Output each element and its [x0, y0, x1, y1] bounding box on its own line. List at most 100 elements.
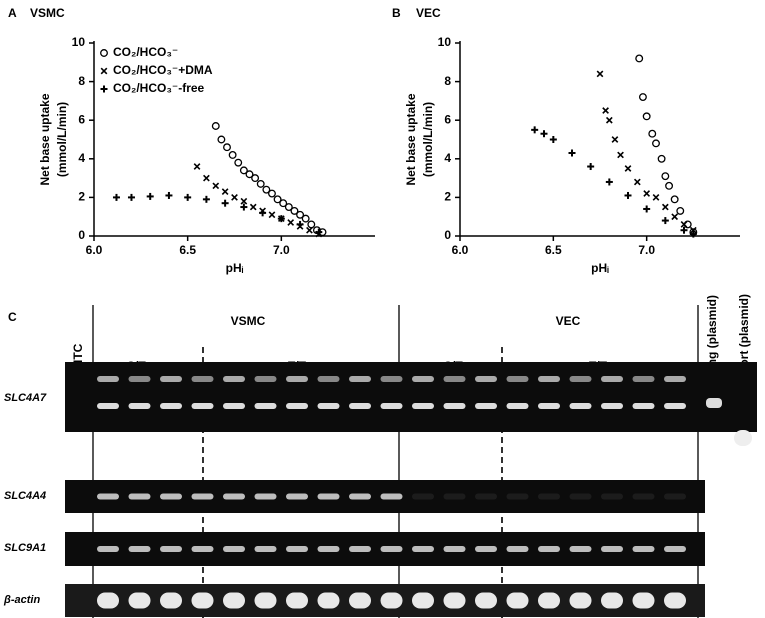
data-point [127, 193, 135, 201]
marker-circle [268, 189, 276, 198]
gel-band [254, 546, 277, 552]
y-tick-label: 4 [78, 151, 85, 165]
marker-circle [279, 199, 288, 208]
data-point [277, 215, 285, 223]
y-tick-label: 4 [444, 151, 451, 165]
gel-band [569, 493, 592, 500]
gel-band [664, 403, 686, 409]
marker-circle [228, 150, 237, 159]
data-point [652, 194, 660, 201]
marker-x [624, 165, 632, 172]
data-point [605, 116, 613, 124]
y-tick-label: 8 [444, 74, 451, 88]
marker-circle [100, 49, 108, 57]
gel-band [380, 376, 403, 382]
data-point [240, 197, 248, 205]
data-point [296, 210, 305, 219]
marker-circle [217, 135, 226, 144]
gel-band [538, 493, 560, 500]
gel-band [506, 592, 529, 609]
marker-x [249, 203, 257, 211]
gel-band [191, 403, 214, 409]
gel-band [664, 592, 686, 609]
gel-band [475, 592, 497, 609]
gene-label: β-actin [3, 594, 40, 606]
gel-band [160, 493, 182, 500]
gel-band [286, 376, 308, 382]
gel-band [569, 403, 592, 409]
data-point [296, 220, 304, 228]
data-point [279, 199, 288, 208]
gel-band [632, 546, 655, 552]
data-point [256, 179, 265, 188]
legend-marker [100, 67, 108, 75]
group-label: VEC [556, 314, 581, 328]
y-axis-label: (mmol/L/min) [421, 102, 435, 177]
gel-band [160, 546, 182, 552]
y-tick-label: 2 [78, 190, 85, 204]
gel-band [632, 493, 655, 500]
gel-band [286, 592, 308, 609]
data-point [315, 228, 323, 236]
marker-circle [239, 166, 248, 175]
x-tick-label: 6.0 [86, 243, 103, 257]
gel-band [191, 376, 214, 382]
marker-circle [676, 206, 685, 215]
legend-marker [100, 49, 108, 57]
gel-band [223, 403, 245, 409]
marker-x [231, 194, 238, 201]
data-point [661, 172, 670, 181]
gel-band [475, 493, 497, 500]
gel-band [664, 376, 686, 382]
marker-circle [251, 174, 260, 183]
data-point [638, 93, 647, 101]
gel-band [506, 546, 529, 552]
y-tick-label: 2 [444, 190, 451, 204]
y-axis-label: (mmol/L/min) [55, 102, 69, 177]
marker-x [671, 213, 679, 221]
data-point [259, 209, 267, 217]
panel-label: B [392, 6, 401, 20]
gel-band [97, 493, 119, 500]
gene-label: SLC9A1 [4, 542, 46, 554]
gel-band [475, 376, 497, 382]
marker-x [680, 221, 688, 228]
gel-band [380, 546, 403, 552]
data-point [211, 122, 220, 130]
data-point [240, 203, 248, 211]
marker-circle [262, 185, 271, 194]
gel-band [412, 592, 434, 609]
data-point [624, 165, 632, 172]
data-point [251, 174, 260, 183]
data-point [652, 139, 660, 148]
gene-label: SLC4A4 [4, 490, 46, 502]
gel-band [97, 546, 119, 552]
group-label: VSMC [231, 314, 266, 328]
data-point [184, 193, 192, 201]
data-point [540, 130, 548, 138]
data-point [165, 191, 173, 199]
marker-circle [652, 139, 660, 148]
legend-label: CO₂/HCO₃⁻ [113, 45, 178, 59]
gel-band [191, 493, 214, 500]
data-point [643, 205, 651, 213]
data-point [643, 190, 651, 197]
gel-band [286, 493, 308, 500]
data-point [624, 191, 632, 199]
gel-band [380, 403, 403, 409]
gel-band [443, 376, 466, 382]
gel-band [569, 546, 592, 552]
gel-band [223, 376, 245, 382]
gel-band [538, 592, 560, 609]
marker-circle [642, 112, 651, 121]
data-point [273, 195, 282, 204]
gel-band [160, 403, 182, 409]
data-point [307, 220, 316, 229]
gel-band [223, 592, 245, 609]
gel-band [254, 592, 277, 609]
data-point [231, 194, 238, 201]
gel-band [538, 546, 560, 552]
marker-circle [648, 129, 657, 138]
data-point [306, 226, 313, 234]
x-tick-label: 7.0 [638, 243, 655, 257]
